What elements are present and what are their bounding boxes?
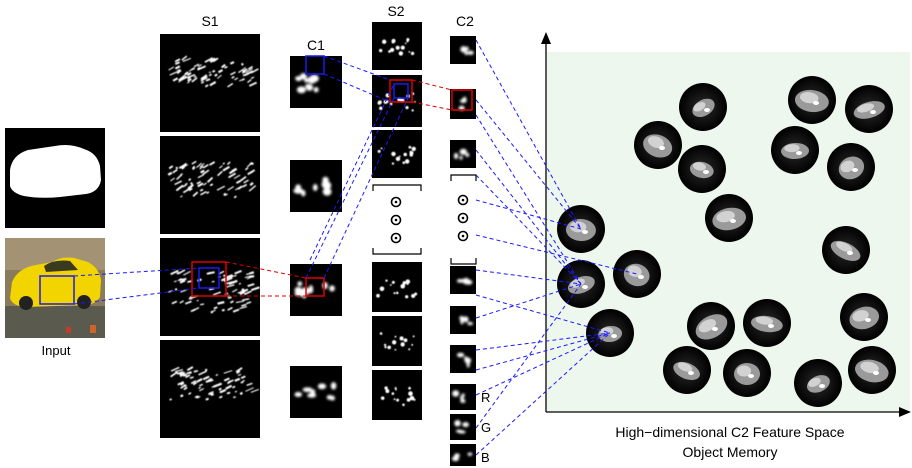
memory-object-disc [613, 250, 661, 298]
circle-dot-icon [457, 194, 469, 206]
connector-lines [73, 39, 638, 456]
s2-ellipsis-bracket [372, 184, 422, 255]
memory-object-disc [827, 143, 875, 191]
feature-space-label: High−dimensional C2 Feature Space [615, 424, 844, 440]
object-memory-label: Object Memory [683, 444, 778, 460]
circle-dot-icon [457, 230, 469, 242]
c2-column [450, 36, 476, 466]
memory-object-disc [794, 359, 842, 407]
c2-ellipsis-dots [457, 194, 469, 242]
s1-red-box [191, 261, 227, 297]
object-memory-discs [557, 76, 896, 407]
c2-map-b [450, 444, 476, 466]
input-mask [5, 128, 105, 228]
c1-blue-box-top [305, 55, 325, 75]
input-blue-box [39, 275, 75, 305]
memory-object-disc [771, 126, 819, 174]
memory-object-disc [687, 302, 735, 350]
input-image [5, 238, 105, 338]
s2-blue-box [393, 83, 409, 99]
c1-header: C1 [307, 37, 325, 53]
s2-header: S2 [387, 3, 404, 19]
memory-object-disc [840, 293, 888, 341]
c2-label-b: B [481, 450, 490, 465]
memory-object-disc [679, 83, 727, 131]
c1-column [290, 56, 342, 418]
arrowhead-icon [899, 407, 911, 417]
s1-header: S1 [201, 13, 218, 29]
s2-map-3 [372, 130, 422, 178]
s1-map-1 [160, 34, 260, 132]
c2-label-r: R [481, 390, 490, 405]
circle-dot-icon [390, 196, 402, 208]
s1-map-4 [160, 340, 260, 438]
memory-object-disc [743, 299, 791, 347]
c2-red-box [451, 89, 473, 111]
s1-blue-box [198, 267, 220, 289]
circle-dot-icon [457, 212, 469, 224]
memory-object-disc [723, 349, 771, 397]
s1-map-3 [160, 238, 260, 336]
c2-header: C2 [456, 13, 474, 29]
c2-ellipsis-bracket [450, 174, 477, 265]
s1-column [160, 34, 260, 438]
circle-dot-icon [390, 232, 402, 244]
s2-red-box [389, 79, 413, 103]
c2-map-g [450, 414, 476, 440]
c2-map-6 [450, 345, 476, 373]
s2-map-4 [372, 262, 422, 312]
memory-object-disc [845, 85, 893, 133]
feature-space-axes [545, 40, 904, 413]
s2-map-6 [372, 370, 422, 420]
memory-object-disc [678, 145, 726, 193]
memory-object-disc [788, 76, 836, 124]
memory-object-disc [634, 121, 682, 169]
memory-object-disc [705, 194, 753, 242]
memory-object-disc [848, 346, 896, 394]
circle-dot-icon [390, 214, 402, 226]
memory-object-disc [663, 346, 711, 394]
memory-object-disc [822, 226, 870, 274]
s2-map-5 [372, 316, 422, 366]
arrowhead-icon [541, 32, 551, 44]
s2-column [372, 22, 422, 420]
s2-ellipsis-dots [390, 196, 402, 244]
c1-map-1 [290, 56, 342, 108]
c1-red-box [305, 277, 325, 297]
input-label: Input [42, 343, 71, 358]
c2-label-g: G [481, 420, 491, 435]
